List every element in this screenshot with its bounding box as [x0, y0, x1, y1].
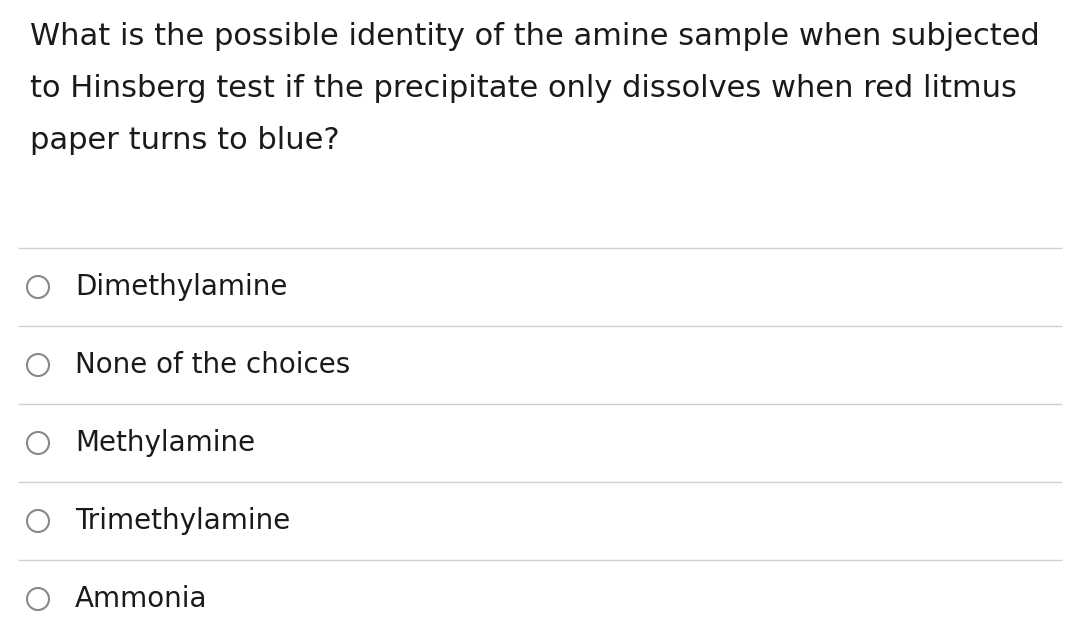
- Text: Dimethylamine: Dimethylamine: [75, 273, 287, 301]
- Text: paper turns to blue?: paper turns to blue?: [30, 126, 339, 155]
- Text: to Hinsberg test if the precipitate only dissolves when red litmus: to Hinsberg test if the precipitate only…: [30, 74, 1017, 103]
- Text: None of the choices: None of the choices: [75, 351, 350, 379]
- Text: What is the possible identity of the amine sample when subjected: What is the possible identity of the ami…: [30, 22, 1040, 51]
- Text: Trimethylamine: Trimethylamine: [75, 507, 291, 535]
- Text: Methylamine: Methylamine: [75, 429, 255, 457]
- Text: Ammonia: Ammonia: [75, 585, 207, 613]
